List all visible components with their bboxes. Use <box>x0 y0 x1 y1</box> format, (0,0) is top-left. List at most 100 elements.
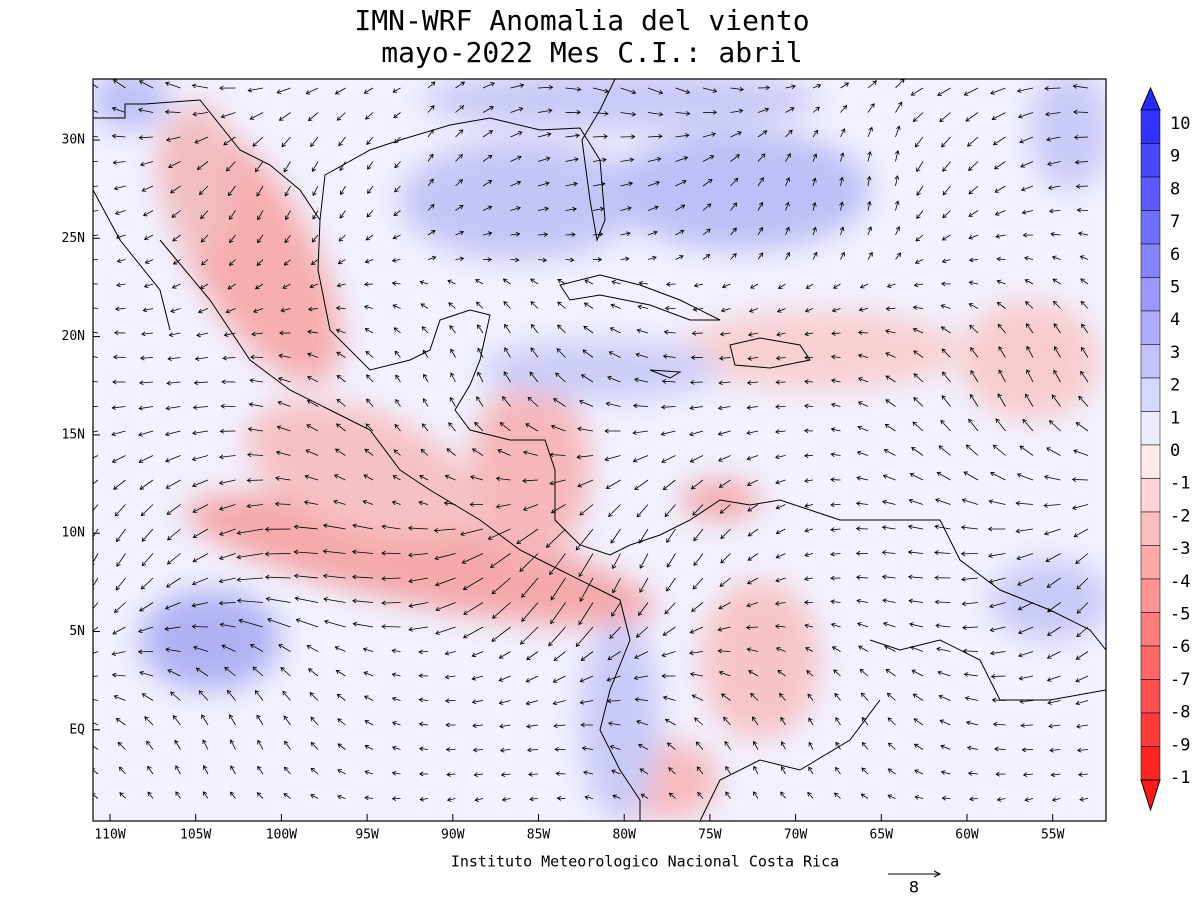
wind-arrow <box>307 375 319 383</box>
wind-arrow <box>968 257 979 263</box>
wind-arrow <box>693 282 704 288</box>
wind-arrow <box>1024 301 1034 309</box>
wind-arrow <box>418 500 429 506</box>
wind-arrow <box>634 697 649 702</box>
wind-arrow <box>804 478 814 484</box>
wind-arrow <box>421 326 429 334</box>
wind-arrow <box>408 626 429 632</box>
wind-arrow <box>499 747 511 753</box>
wind-arrow <box>293 573 319 579</box>
wind-arrow <box>575 528 594 551</box>
wind-arrow <box>996 256 1006 262</box>
wind-arrow <box>913 743 924 750</box>
wind-arrow <box>164 109 181 115</box>
wind-arrow <box>447 279 456 285</box>
wind-arrow <box>747 355 759 361</box>
wind-arrow <box>861 716 869 726</box>
wind-arrow <box>444 474 456 481</box>
wind-arrow <box>111 672 126 678</box>
wind-arrow <box>251 331 264 337</box>
wind-arrow <box>93 406 99 407</box>
map-frame <box>92 78 1107 822</box>
wind-arrow <box>489 553 511 568</box>
wind-arrow <box>635 352 649 358</box>
wind-arrow <box>746 577 759 585</box>
wind-arrow <box>887 717 896 726</box>
wind-arrow <box>748 670 759 677</box>
wind-arrow <box>675 156 689 162</box>
wind-arrow <box>138 80 154 89</box>
wind-arrow <box>363 671 374 677</box>
wind-arrow <box>113 602 126 613</box>
colorbar-arrow-bottom <box>1140 779 1161 812</box>
wind-arrow <box>168 332 181 337</box>
wind-arrow <box>93 455 99 459</box>
wind-arrow <box>519 626 539 645</box>
wind-arrow <box>695 741 704 750</box>
wind-arrow <box>336 351 346 358</box>
wind-arrow <box>577 426 594 432</box>
wind-arrow <box>1043 503 1061 508</box>
wind-arrow <box>607 375 621 383</box>
wind-arrow <box>502 396 511 407</box>
wind-arrow <box>637 304 649 310</box>
wind-arrow <box>606 675 621 682</box>
wind-arrow <box>367 161 374 170</box>
wind-arrow <box>391 672 401 678</box>
wind-arrow <box>312 210 319 220</box>
wind-arrow <box>526 747 539 753</box>
wind-arrow <box>93 626 99 632</box>
wind-arrow <box>247 87 264 93</box>
wind-arrow <box>940 281 951 287</box>
wind-arrow <box>996 301 1006 309</box>
wind-arrow <box>294 596 319 603</box>
wind-arrow <box>219 622 236 628</box>
wind-arrow <box>1044 86 1061 91</box>
wind-arrow <box>364 744 374 750</box>
wind-arrow <box>93 699 99 701</box>
wind-arrow <box>675 111 691 116</box>
wind-arrow <box>777 283 786 289</box>
wind-arrow <box>164 81 181 89</box>
wind-arrow <box>1018 675 1034 681</box>
wind-arrow <box>968 280 979 286</box>
wind-arrow <box>503 371 511 383</box>
wind-arrow <box>501 797 511 802</box>
wind-arrow <box>861 767 869 775</box>
wind-arrow <box>812 226 817 236</box>
wind-arrow <box>607 651 621 661</box>
wind-arrow <box>510 257 520 263</box>
wind-arrow <box>940 304 951 309</box>
wind-arrow <box>751 716 759 726</box>
wind-arrow <box>858 645 869 652</box>
wind-arrow <box>502 278 511 285</box>
wind-arrow <box>966 745 979 751</box>
wind-arrow <box>175 791 181 799</box>
wind-arrow <box>498 675 511 682</box>
wind-arrow <box>689 650 704 656</box>
anomaly-field <box>93 79 1106 821</box>
wind-arrow <box>364 795 374 801</box>
wind-arrow <box>636 719 649 726</box>
wind-arrow <box>692 306 704 312</box>
wind-arrow <box>666 577 676 592</box>
wind-arrow <box>219 454 236 460</box>
wind-arrow <box>638 602 649 616</box>
wind-arrow <box>663 329 676 335</box>
wind-arrow <box>1076 747 1089 753</box>
wind-arrow <box>463 602 484 615</box>
wind-arrow <box>804 576 814 582</box>
wind-arrow <box>166 504 181 515</box>
wind-arrow <box>961 576 979 582</box>
wind-arrow <box>894 175 900 187</box>
wind-arrow <box>835 717 841 726</box>
wind-arrow <box>717 648 731 654</box>
wind-arrow <box>229 739 236 750</box>
wind-arrow <box>908 498 924 505</box>
wind-arrow <box>223 136 236 146</box>
wind-arrow <box>1015 500 1034 506</box>
wind-arrow <box>916 210 924 220</box>
wind-arrow <box>1071 477 1089 482</box>
wind-arrow <box>554 746 566 752</box>
wind-arrow <box>537 232 549 237</box>
